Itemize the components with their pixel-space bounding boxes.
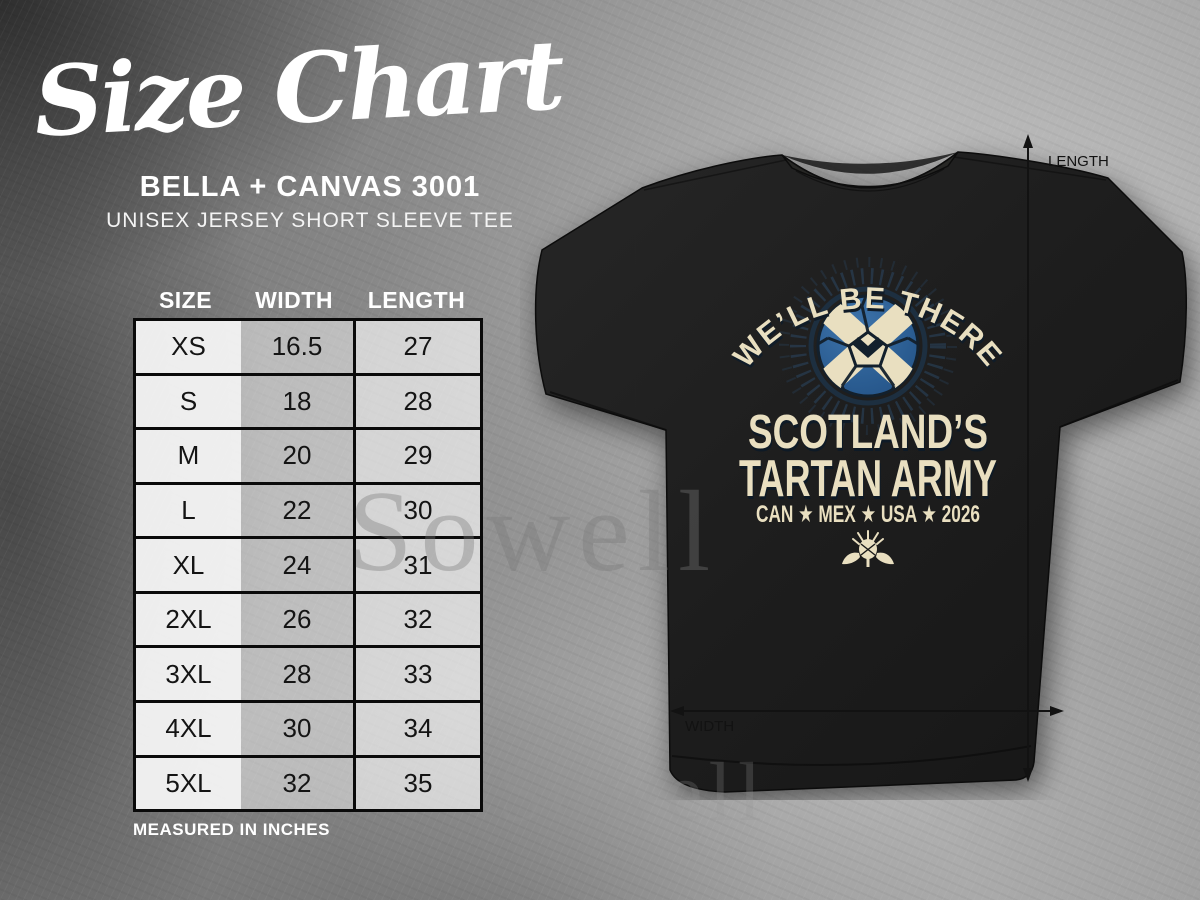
size-cell: 4XL [136,702,241,755]
product-subtitle: UNISEX JERSEY SHORT SLEEVE TEE [106,209,514,232]
table-row: L 22 30 [136,484,480,540]
collar-back [782,152,958,174]
design-line2: TARTAN ARMY [739,450,997,508]
table-row: 5XL 32 35 [136,757,480,810]
table-column-headers: SIZE WIDTH LENGTH [133,286,483,314]
size-cell: 5XL [136,757,241,810]
length-cell: 33 [353,648,480,700]
table-row: 2XL 26 32 [136,593,480,649]
design-line2-shadow: TARTAN ARMY [740,453,998,511]
design-line1-shadow: SCOTLAND’S [749,409,989,462]
table-row: XL 24 31 [136,539,480,594]
size-cell: XS [136,321,241,373]
length-cell: 34 [353,702,480,755]
length-cell: 27 [353,321,480,373]
width-cell: 18 [241,375,353,428]
column-header-length: LENGTH [367,286,466,313]
width-arrow-label: WIDTH [685,718,734,735]
page-title: Size Chart [31,18,565,159]
width-cell: 16.5 [241,321,353,373]
collar-band [781,151,959,189]
length-cell: 28 [353,375,480,428]
size-cell: M [136,430,241,482]
table-row: 3XL 28 33 [136,648,480,703]
tshirt-mockup: WE’LL BE THERE SCOTLAND’S SCOTLAND’S TAR… [534,134,1187,793]
length-arrow-label: LENGTH [1048,153,1109,170]
width-cell: 20 [241,430,353,482]
width-cell: 28 [241,648,353,700]
brand-subtitle: BELLA + CANVAS 3001 [139,171,481,203]
length-cell: 35 [353,757,480,810]
design-line1: SCOTLAND’S [748,406,988,459]
width-cell: 30 [241,702,353,755]
size-chart-table: XS 16.5 27 S 18 28 M 20 29 L 22 30 XL 24… [133,318,483,812]
size-cell: S [136,375,241,428]
column-header-size: SIZE [158,286,213,313]
width-cell: 22 [241,484,353,537]
table-row: XS 16.5 27 [136,321,480,376]
width-cell: 32 [241,757,353,810]
size-cell: L [136,484,241,537]
length-cell: 31 [353,539,480,591]
table-row: S 18 28 [136,375,480,431]
length-cell: 29 [353,430,480,482]
table-row: M 20 29 [136,430,480,485]
length-cell: 32 [353,593,480,646]
units-footnote: MEASURED IN INCHES [133,820,330,839]
size-cell: XL [136,539,241,591]
soccer-ball-saltire-icon [779,257,957,435]
width-cell: 24 [241,539,353,591]
width-cell: 26 [241,593,353,646]
size-cell: 3XL [136,648,241,700]
thistle-icon [842,530,894,567]
length-cell: 30 [353,484,480,537]
column-header-width: WIDTH [255,286,333,313]
design-subtitle: CAN ★ MEX ★ USA ★ 2026 [756,501,980,528]
shirt-print-design: WE’LL BE THERE SCOTLAND’S SCOTLAND’S TAR… [727,257,1007,567]
table-row: 4XL 30 34 [136,702,480,758]
size-cell: 2XL [136,593,241,646]
measurement-annotations: LENGTH WIDTH [670,134,1109,782]
